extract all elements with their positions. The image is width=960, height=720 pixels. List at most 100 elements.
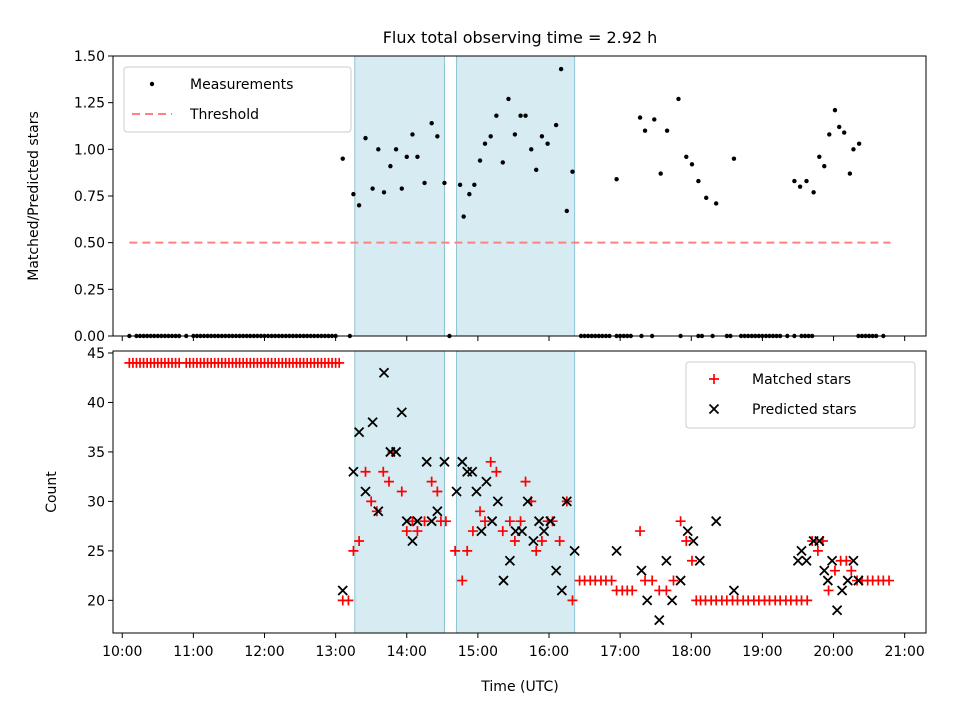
data-point [826,555,838,566]
data-point [545,516,556,527]
legend-marker [149,81,155,87]
data-point [388,163,393,169]
data-point [539,134,545,139]
data-point [832,107,838,113]
data-point [564,208,570,214]
data-point [637,115,643,120]
data-point [432,486,443,497]
data-point [360,486,371,497]
data-point [419,516,430,527]
data-point [363,135,368,141]
data-point [728,585,740,596]
data-point [486,516,498,527]
y-tick-label: 45 [87,346,105,362]
data-point [467,191,472,197]
data-point [847,171,853,176]
x-tick-label: 10:00 [102,644,142,660]
data-point [340,156,345,161]
data-point [407,535,418,547]
data-point [823,585,834,596]
data-point [383,476,394,487]
x-tick-label: 21:00 [884,644,924,660]
data-point [554,535,565,546]
data-point [396,407,407,418]
data-point [666,595,678,606]
data-point [606,575,617,586]
data-point [561,496,572,507]
data-point [396,486,407,497]
data-point [381,190,387,195]
data-point [654,615,665,626]
data-point [407,516,418,527]
data-point [477,158,483,163]
chart-title: Flux total observing time = 2.92 h [383,28,658,47]
data-point [467,526,478,537]
data-point [451,486,462,497]
data-point [842,130,847,135]
y-tick-label: 1.50 [74,49,105,65]
y-tick-label: 25 [87,544,105,560]
data-point [371,506,382,517]
data-point [482,141,488,146]
data-point [334,357,345,368]
data-point [415,154,420,159]
data-point [512,132,518,137]
data-point [412,526,423,537]
data-point [819,565,830,576]
data-point [435,134,440,139]
data-point [682,525,693,537]
data-point [476,525,487,537]
data-point [439,456,450,467]
data-point [457,456,468,467]
data-point [467,466,478,477]
data-point [498,575,509,586]
data-point [442,180,447,186]
data-point [367,417,378,428]
observing-window [456,350,576,634]
data-point [378,466,389,477]
data-point [343,595,354,606]
data-point [642,595,653,606]
data-point [426,476,437,487]
legend-box [685,361,916,429]
data-point [675,516,686,527]
data-point [614,177,619,182]
legend-label: Threshold [189,107,259,123]
data-point [811,190,816,195]
data-point [376,147,381,152]
data-point [531,545,542,556]
data-point [676,96,681,102]
data-point [711,516,722,527]
data-point [529,147,534,152]
y-tick-label: 0.75 [74,189,105,205]
data-point [457,575,468,586]
data-point [353,427,365,438]
data-point [356,203,362,208]
data-point [522,496,533,507]
data-point [440,516,451,527]
data-point [354,535,365,546]
data-point [884,575,895,586]
data-point [661,555,672,566]
y-axis-label: Count [44,471,60,513]
ratio-panel: 0.00 0.25 0.50 0.75 1.00 1.25 1.50 Matched/Pred… [26,49,927,345]
data-point [475,506,486,517]
axes-frame [112,350,927,634]
data-point [570,169,575,174]
data-point [636,565,647,576]
data-point [647,575,658,586]
x-tick-label: 20:00 [813,644,853,660]
data-point [399,186,404,191]
data-point [856,141,862,146]
x-tick-label: 14:00 [387,644,427,660]
count-panel: 20 25 30 35 40 45 10:00 11:00 12:00 13:00 14:00 15:… [44,346,927,660]
data-point [366,496,377,507]
data-point [611,545,622,557]
data-point [731,156,737,161]
data-point [802,595,813,606]
x-tick-label: 16:00 [529,644,569,660]
data-point [545,141,550,146]
data-point [504,516,515,527]
data-point [851,147,856,152]
data-point [668,575,679,586]
